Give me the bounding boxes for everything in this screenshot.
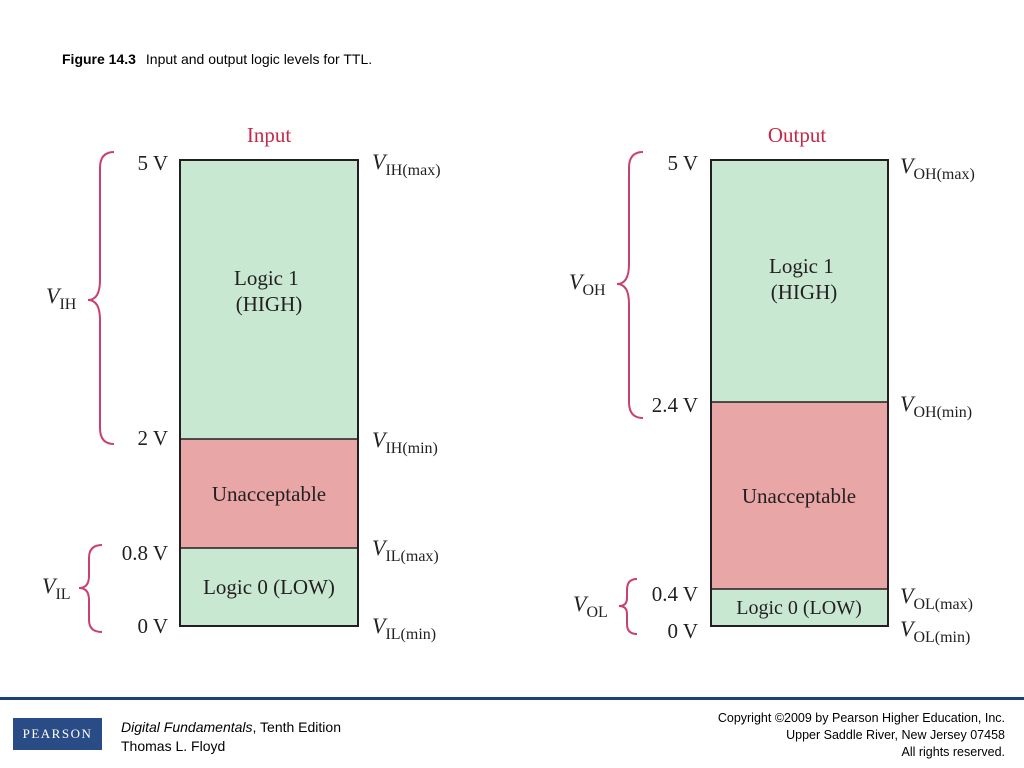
output-param-top-symbol: V: [900, 153, 916, 178]
input-band-unacceptable: [180, 439, 358, 548]
ttl-logic-levels-diagram: Input Logic 1 (HIGH) Unacceptable Logic …: [42, 123, 975, 646]
input-band-unacceptable-label: Unacceptable: [212, 482, 326, 506]
input-title: Input: [247, 123, 291, 147]
output-band-high-line2: (HIGH): [771, 280, 837, 304]
input-param-low-max-symbol: V: [372, 535, 388, 560]
input-range-low: VIL: [42, 573, 71, 603]
input-high-brace-icon: [87, 151, 115, 445]
output-param-high-min-symbol: V: [900, 391, 916, 416]
output-range-low: VOL: [573, 591, 608, 621]
output-title: Output: [768, 123, 827, 147]
output-level-high-min: 2.4 V: [652, 393, 698, 417]
input-param-bottom: VIL(min): [372, 613, 436, 643]
output-band-unacceptable-label: Unacceptable: [742, 484, 856, 508]
figure-caption-text: Input and output logic levels for TTL.: [145, 51, 373, 67]
input-band-high-line2: (HIGH): [236, 292, 302, 316]
figure-caption: Figure 14.3 Input and output logic levels…: [62, 51, 372, 67]
footer-rule: [0, 697, 1024, 700]
output-panel: Output Logic 1 (HIGH) Unacceptable Logic…: [569, 123, 975, 646]
figure-label: Figure 14.3: [62, 51, 136, 67]
output-band-high: [711, 160, 888, 402]
input-param-high-min-symbol: V: [372, 427, 388, 452]
input-param-high-min-subscript: IH(min): [385, 440, 437, 457]
input-range-low-symbol: V: [42, 573, 58, 598]
input-level-bottom: 0 V: [137, 614, 168, 638]
input-param-low-max-subscript: IL(max): [385, 548, 438, 565]
output-band-high-label: Logic 1 (HIGH): [769, 254, 839, 304]
input-band-high-line1: Logic 1: [234, 266, 299, 290]
input-band-high-label: Logic 1 (HIGH): [234, 266, 304, 316]
output-range-high: VOH: [569, 269, 606, 299]
input-range-low-subscript: IL: [55, 586, 70, 603]
output-param-bottom-symbol: V: [900, 616, 916, 641]
input-param-top-subscript: IH(max): [385, 162, 440, 179]
input-param-top: VIH(max): [372, 149, 441, 179]
input-band-low: [180, 548, 358, 626]
output-range-low-subscript: OL: [586, 604, 607, 621]
output-band-unacceptable: [711, 402, 888, 589]
output-param-low-max-subscript: OL(max): [913, 596, 973, 613]
book-edition: , Tenth Edition: [252, 719, 341, 735]
output-band-high-line1: Logic 1: [769, 254, 834, 278]
output-param-high-min-subscript: OH(min): [913, 404, 972, 421]
copyright-line-3: All rights reserved.: [901, 745, 1005, 759]
output-param-bottom-subscript: OL(min): [913, 629, 970, 646]
input-param-low-max: VIL(max): [372, 535, 439, 565]
output-param-bottom: VOL(min): [900, 616, 970, 646]
input-level-low-max: 0.8 V: [122, 541, 168, 565]
output-range-low-symbol: V: [573, 591, 589, 616]
copyright-line-2: Upper Saddle River, New Jersey 07458: [786, 728, 1005, 742]
output-param-high-min: VOH(min): [900, 391, 972, 421]
book-title: Digital Fundamentals: [121, 719, 253, 735]
output-band-low: [711, 589, 888, 626]
input-range-high-symbol: V: [46, 283, 62, 308]
book-author: Thomas L. Floyd: [121, 738, 226, 754]
output-param-low-max: VOL(max): [900, 583, 973, 613]
output-high-brace-icon: [616, 151, 644, 419]
input-level-top: 5 V: [137, 151, 168, 175]
output-band-low-label: Logic 0 (LOW): [736, 597, 862, 619]
book-title-line: Digital Fundamentals, Tenth Edition: [121, 718, 341, 737]
input-param-top-symbol: V: [372, 149, 388, 174]
pearson-logo: PEARSON: [13, 718, 102, 750]
input-range-high: VIH: [46, 283, 77, 313]
input-level-high-min: 2 V: [137, 426, 168, 450]
output-range-high-symbol: V: [569, 269, 585, 294]
output-low-brace-icon: [618, 578, 638, 635]
output-param-top: VOH(max): [900, 153, 975, 183]
copyright-line-1: Copyright ©2009 by Pearson Higher Educat…: [717, 711, 1005, 725]
output-level-bottom: 0 V: [667, 619, 698, 643]
input-param-bottom-subscript: IL(min): [385, 626, 436, 643]
output-level-top: 5 V: [667, 151, 698, 175]
output-outline: [710, 159, 889, 627]
output-param-low-max-symbol: V: [900, 583, 916, 608]
input-param-high-min: VIH(min): [372, 427, 438, 457]
input-band-low-label: Logic 0 (LOW): [203, 575, 335, 599]
input-low-brace-icon: [78, 544, 103, 633]
output-param-top-subscript: OH(max): [913, 166, 974, 183]
output-range-high-subscript: OH: [582, 282, 606, 299]
input-param-bottom-symbol: V: [372, 613, 388, 638]
input-range-high-subscript: IH: [59, 296, 76, 313]
output-level-low-max: 0.4 V: [652, 582, 698, 606]
book-info: Digital Fundamentals, Tenth Edition Thom…: [121, 718, 341, 756]
input-band-high: [180, 160, 358, 439]
input-outline: [179, 159, 359, 627]
input-panel: Input Logic 1 (HIGH) Unacceptable Logic …: [42, 123, 441, 643]
copyright-notice: Copyright ©2009 by Pearson Higher Educat…: [718, 710, 1005, 761]
